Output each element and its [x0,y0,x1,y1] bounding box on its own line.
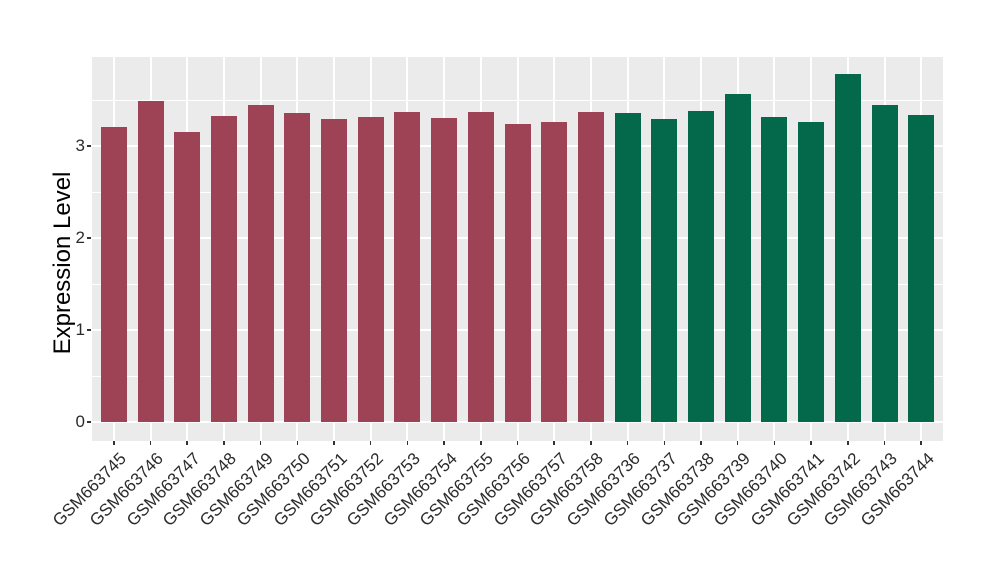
plot-panel [92,57,943,441]
x-tick-mark [149,441,152,445]
y-tick-label: 0 [75,412,85,431]
bar-GSM663756 [504,123,531,422]
y-tick-mark [87,329,91,331]
x-tick-mark [663,441,666,445]
bar-GSM663755 [467,111,494,422]
bar-GSM663757 [541,122,568,422]
y-tick-mark [87,421,91,423]
bar-GSM663743 [871,104,898,422]
bar-GSM663753 [394,111,421,422]
y-tick-label: 1 [75,320,85,339]
bar-GSM663746 [137,100,164,422]
bar-GSM663758 [577,111,604,422]
x-tick-mark [259,441,262,445]
y-axis-title: Expression Level [49,171,76,355]
bar-GSM663741 [798,122,825,422]
x-tick-mark [113,441,115,445]
x-tick-mark [920,441,922,445]
x-tick-mark [296,441,299,445]
bar-GSM663738 [688,111,714,422]
bar-GSM663739 [724,94,751,422]
x-tick-mark [186,441,188,445]
bar-GSM663750 [284,112,311,422]
x-tick-mark [443,441,445,445]
y-tick-mark [87,237,91,239]
bar-GSM663749 [247,104,274,422]
y-tick-label: 3 [75,136,85,155]
bar-GSM663754 [431,118,458,422]
bar-GSM663736 [614,112,641,422]
x-tick-mark [516,441,519,445]
x-tick-mark [369,441,372,445]
bar-GSM663751 [321,119,347,422]
bar-GSM663752 [357,116,384,422]
x-tick-mark [553,441,555,445]
y-tick-label: 2 [75,228,85,247]
bar-GSM663737 [651,119,678,422]
x-tick-mark [480,441,482,445]
x-tick-mark [406,441,409,445]
bar-GSM663742 [834,74,861,422]
bar-GSM663747 [174,132,201,422]
x-tick-mark [883,441,886,445]
bar-GSM663740 [761,117,788,422]
x-tick-mark [700,441,702,445]
x-tick-mark [626,441,629,445]
bar-GSM663744 [908,114,935,422]
bar-GSM663745 [100,126,127,422]
x-tick-mark [810,441,812,445]
y-tick-mark [87,145,91,147]
x-tick-mark [223,441,225,445]
x-tick-mark [736,441,739,445]
x-tick-mark [590,441,592,445]
bar-GSM663748 [210,115,237,422]
x-tick-mark [847,441,849,445]
x-tick-mark [333,441,335,445]
x-tick-mark [773,441,776,445]
